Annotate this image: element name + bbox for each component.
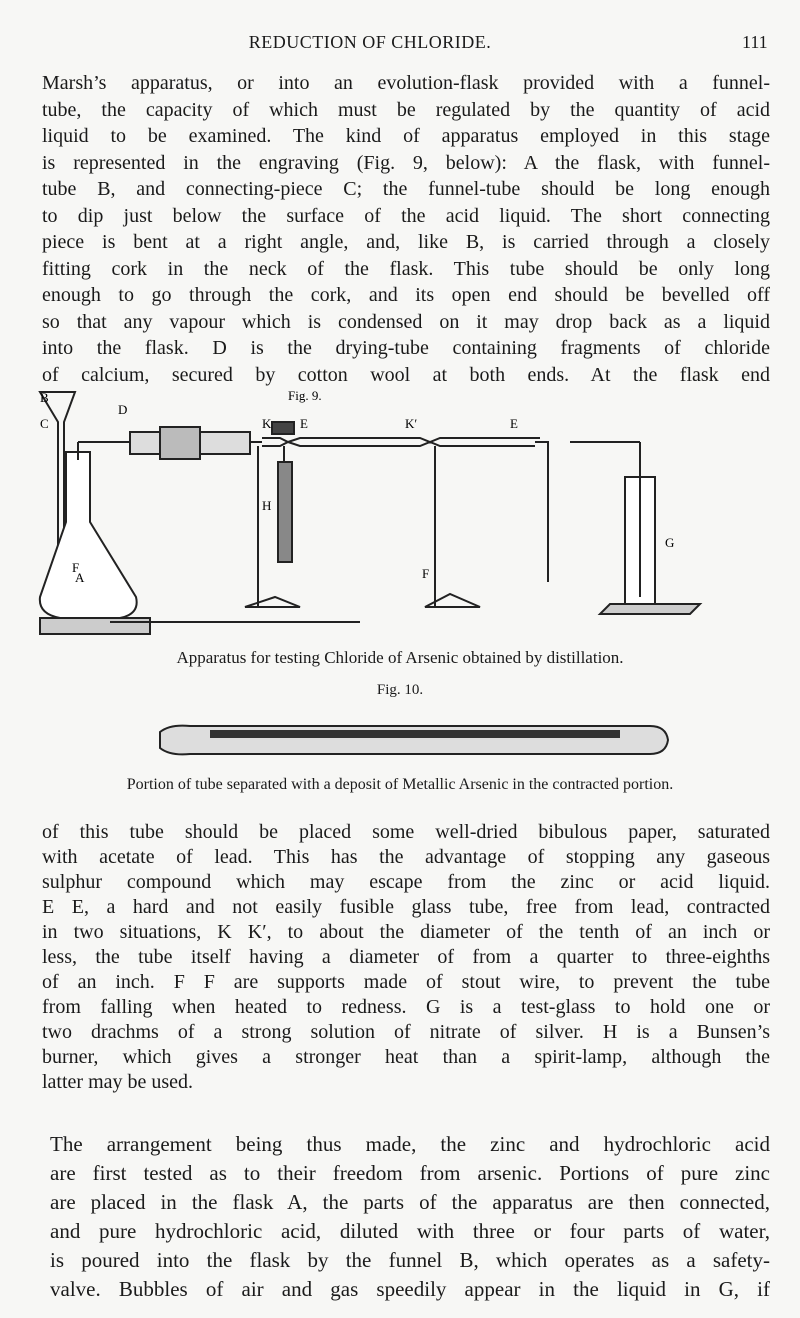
text-line: to dip just below the surface of the aci… [42, 204, 770, 227]
text-line: valve. Bubbles of air and gas speedily a… [50, 1277, 770, 1301]
text-line: so that any vapour which is condensed on… [42, 310, 770, 333]
text-line: sulphur compound which may escape from t… [42, 871, 770, 893]
running-head: REDUCTION OF CHLORIDE. [248, 32, 492, 52]
text-line: tube, the capacity of which must be regu… [42, 98, 770, 121]
text-line: liquid to be examined. The kind of appar… [42, 125, 770, 147]
text-line: with acetate of lead. This has the advan… [42, 846, 770, 868]
figure-label: Fig. 9. [288, 388, 322, 403]
text-line: of an inch. F F are supports made of sto… [42, 971, 770, 993]
text-line: Marsh’s apparatus, or into an evolution-… [42, 72, 770, 94]
figure-letter: E [300, 416, 308, 431]
text-line: less, the tube itself having a diameter … [42, 946, 770, 968]
text-line: from falling when heated to redness. G i… [42, 996, 770, 1018]
text-line: tube B, and connecting-piece C; the funn… [42, 178, 770, 200]
text-line: latter may be used. [42, 1071, 194, 1093]
paragraph: Marsh’s apparatus, or into an evolution-… [42, 70, 770, 388]
text-line: in two situations, K K′, to about the di… [42, 921, 770, 943]
figure-letter: D [118, 402, 127, 417]
text-line: E E, a hard and not easily fusible glass… [42, 896, 770, 918]
text-line: are first tested as to their freedom fro… [50, 1161, 770, 1185]
figure-label: Fig. 10. [376, 682, 424, 698]
figure-letter: E [510, 416, 518, 431]
figure-9: Fig. 9. B C D A K E [38, 388, 703, 635]
figure-letter: A [75, 570, 85, 585]
text-line: and pure hydrochloric acid, diluted with… [50, 1219, 770, 1243]
text-line: enough to go through the cork, and its o… [42, 284, 770, 306]
text-line: are placed in the flask A, the parts of … [50, 1190, 770, 1214]
figure-caption: Apparatus for testing Chloride of Arseni… [176, 648, 624, 667]
figure-letter: F [72, 560, 79, 575]
text-line: is poured into the flask by the funnel B… [50, 1248, 770, 1272]
page-number: 111 [742, 32, 768, 52]
tube-drawing [159, 724, 670, 756]
figure-letter: H [262, 498, 271, 513]
figure-10 [159, 724, 670, 756]
figure-letter: K′ [405, 416, 417, 431]
paragraph: The arrangement being thus made, the zin… [50, 1130, 770, 1304]
text-line: burner, which gives a stronger heat than… [42, 1046, 770, 1068]
deposit [210, 730, 620, 738]
figure-letter: C [40, 416, 49, 431]
text-line: The arrangement being thus made, the zin… [50, 1132, 770, 1156]
figure-letter: K [262, 416, 272, 431]
text-line: fitting cork in the neck of the flask. T… [42, 257, 770, 280]
figure-caption: Portion of tube separated with a deposit… [126, 776, 674, 793]
paragraph: of this tube should be placed some well-… [42, 820, 770, 1095]
text-line: of calcium, secured by cotton wool at bo… [42, 363, 770, 386]
figure-letter: B [40, 390, 49, 405]
figure-letter: F [422, 566, 429, 581]
apparatus-drawing [38, 391, 703, 635]
figure-letter: G [665, 535, 674, 550]
text-line: two drachms of a strong solution of nitr… [42, 1021, 770, 1043]
text-line: into the flask. D is the drying-tube con… [42, 337, 770, 359]
text-line: piece is bent at a right angle, and, lik… [42, 231, 770, 253]
text-line: of this tube should be placed some well-… [42, 821, 770, 843]
text-line: is represented in the engraving (Fig. 9,… [42, 151, 770, 174]
